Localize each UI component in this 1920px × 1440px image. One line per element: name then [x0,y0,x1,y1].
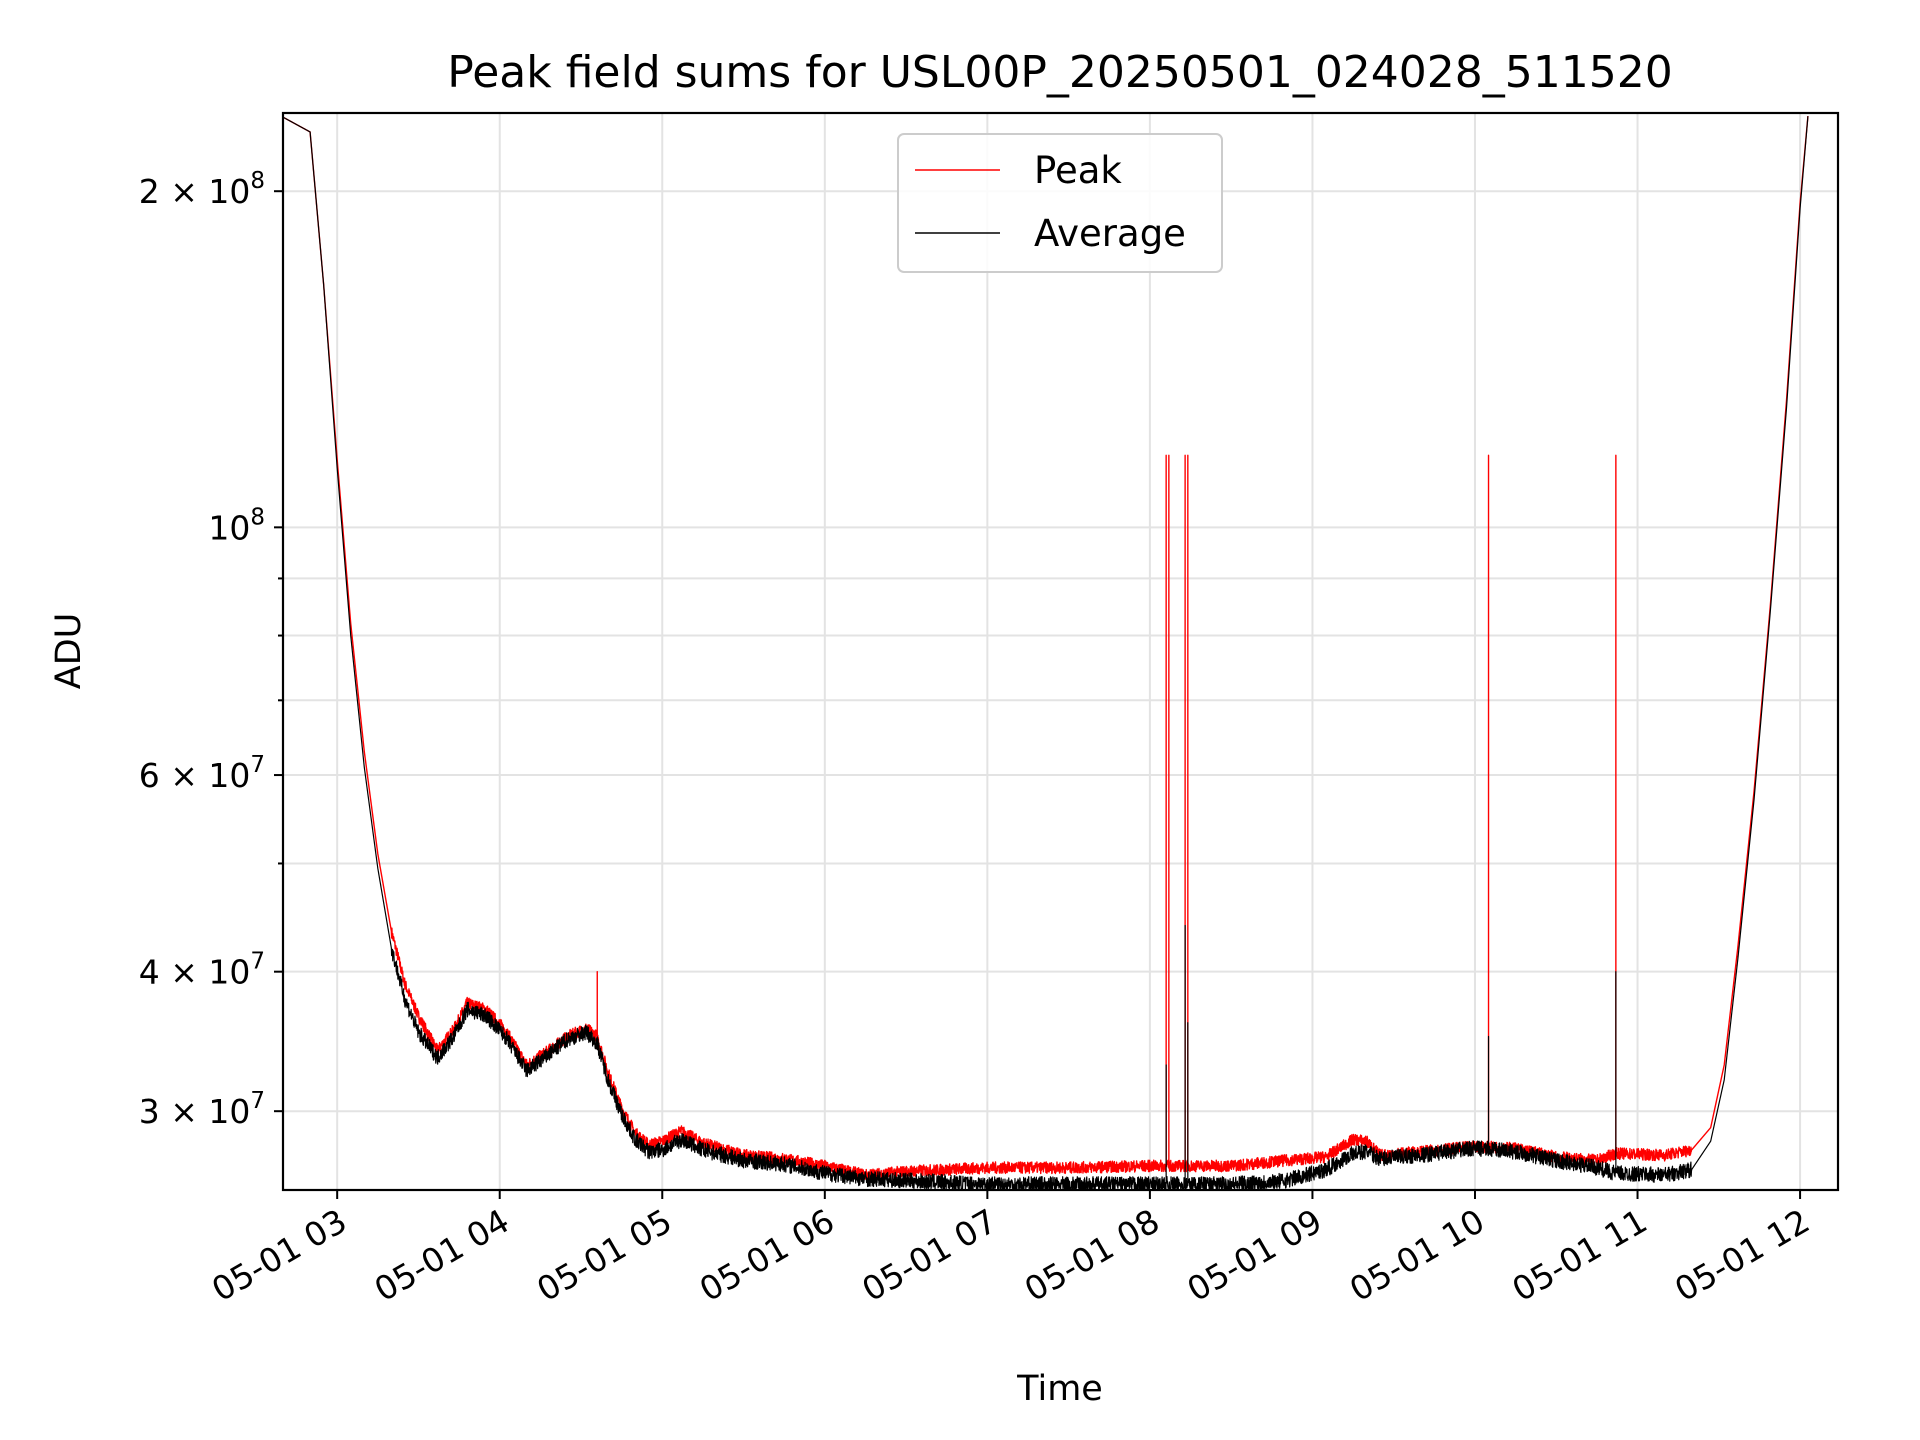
chart-title: Peak field sums for USL00P_20250501_0240… [447,47,1673,98]
legend-box [897,133,1223,273]
series-line-average [283,116,1809,1190]
series-lines [283,115,1809,1190]
legend-label-average: Average [1034,212,1186,255]
legend-label-peak: Peak [1034,149,1122,192]
y-tick-label: 3 × 107 [139,1088,265,1131]
y-tick-label: 4 × 107 [139,949,265,992]
y-tick-label: 6 × 107 [139,752,265,795]
legend: Peak Average [897,133,1223,273]
y-tick-label: 2 × 108 [139,168,265,211]
x-axis-label: Time [1016,1369,1103,1409]
plot-frame [281,111,1840,1192]
y-tick-label: 108 [208,504,265,547]
y-axis-label: ADU [49,613,89,690]
